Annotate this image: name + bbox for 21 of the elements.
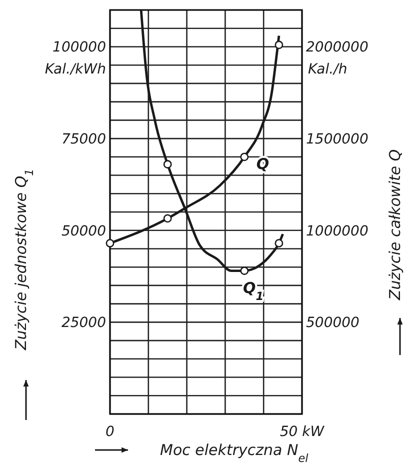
point: [274, 239, 284, 248]
point: [163, 214, 172, 223]
y2-axis-title: Zużycie całkowite Q: [386, 149, 404, 301]
y-tick-label: 25000: [61, 315, 106, 332]
point: [274, 40, 284, 50]
point: [163, 160, 172, 168]
x-tick-label: 0: [106, 424, 115, 440]
y2-tick-label: 2000000: [306, 40, 368, 56]
y2-tick-label: 500000: [306, 315, 360, 332]
x-axis-title: Moc elektryczna N$_{el}$: [160, 441, 310, 464]
point: [106, 239, 114, 248]
text: Kal./h: [308, 62, 348, 78]
text: Kal./kWh: [44, 62, 106, 78]
y2-tick-label: 1000000: [306, 223, 368, 240]
point: [240, 152, 249, 162]
y-tick-label: 75000: [61, 132, 106, 148]
x-tick-label: 50 kW: [280, 424, 326, 440]
y-tick-label: 50000: [61, 223, 106, 240]
y2-tick-label: 1500000: [306, 132, 368, 148]
point: [240, 266, 249, 275]
y-tick-label: 100000: [52, 40, 106, 56]
